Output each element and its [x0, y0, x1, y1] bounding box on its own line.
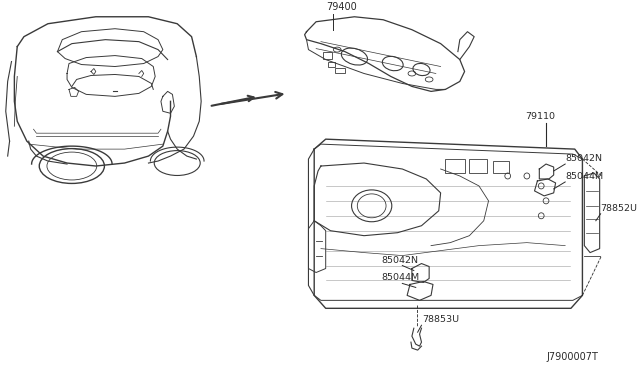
Text: J7900007T: J7900007T [547, 352, 598, 362]
Text: 78853U: 78853U [422, 315, 460, 324]
Text: 85044M: 85044M [381, 273, 419, 282]
Text: 85044M: 85044M [565, 172, 604, 181]
Bar [469, 159, 486, 173]
Text: 78852U: 78852U [600, 204, 637, 213]
Bar [493, 161, 509, 173]
Text: 85042N: 85042N [381, 256, 419, 264]
Text: 79110: 79110 [525, 112, 555, 121]
Bar [328, 61, 335, 67]
Text: 85042N: 85042N [565, 154, 602, 163]
Text: 79400: 79400 [326, 2, 356, 12]
Bar [445, 159, 465, 173]
Bar [335, 67, 345, 74]
Bar [323, 52, 332, 58]
